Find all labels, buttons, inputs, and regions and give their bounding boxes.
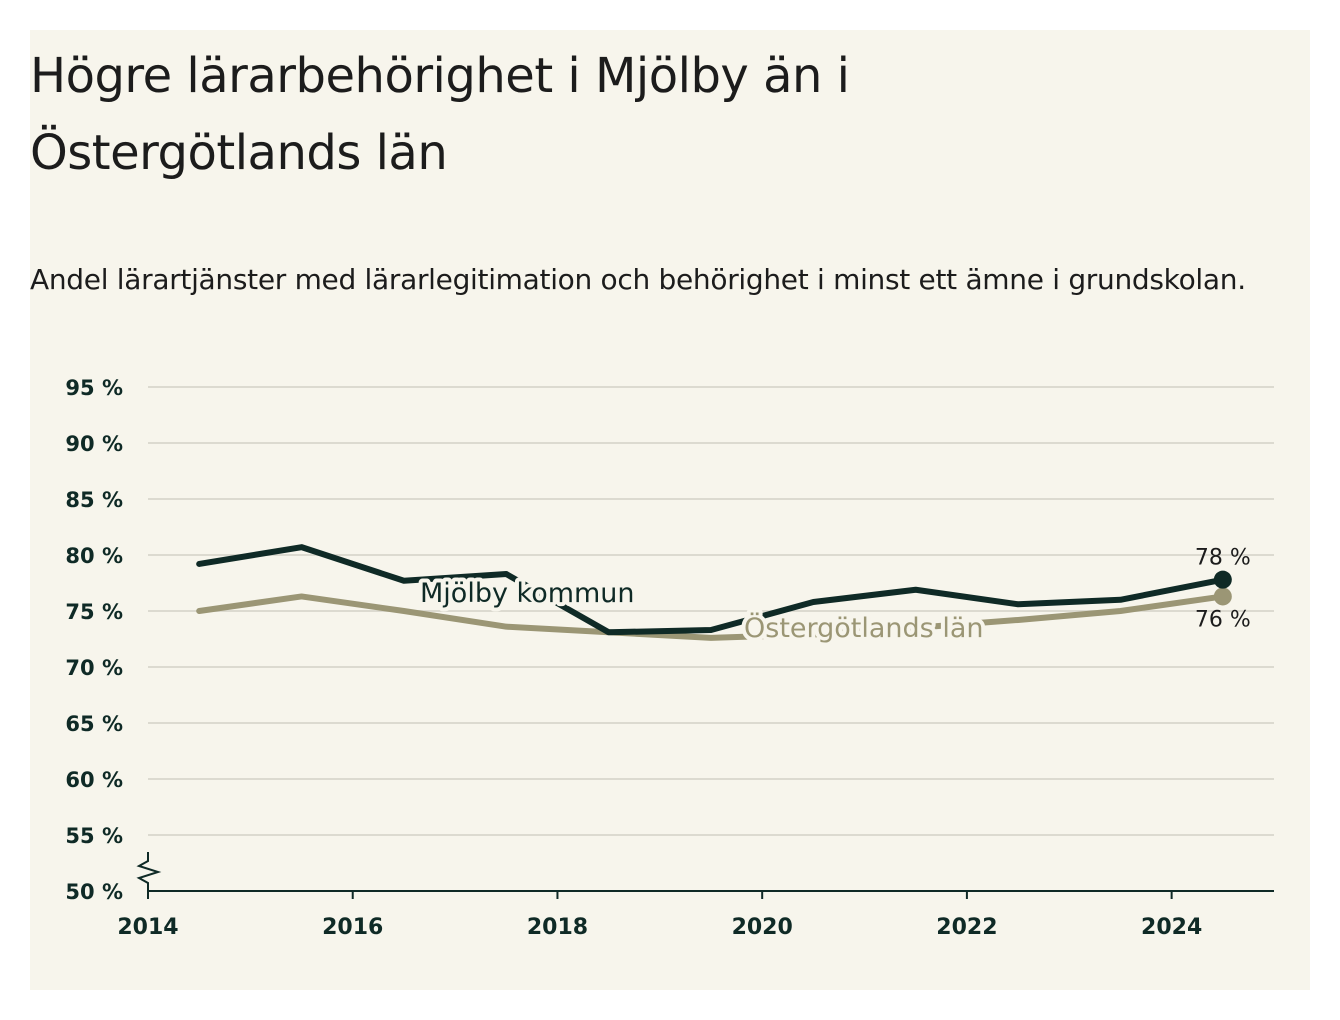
x-tick-label: 2018: [527, 915, 588, 940]
x-tick-label: 2020: [732, 915, 793, 940]
y-tick-label: 80 %: [65, 544, 123, 568]
series-end-marker: [1213, 570, 1232, 589]
y-tick-label: 75 %: [65, 600, 123, 624]
chart-subtitle: Andel lärartjänster med lärarlegitimatio…: [30, 263, 1246, 296]
x-tick-label: 2022: [936, 915, 997, 940]
x-tick-label: 2016: [322, 915, 383, 940]
chart-panel: Högre lärarbehörighet i Mjölby än i Öste…: [30, 30, 1310, 990]
series-label-mjolby: Mjölby kommun: [420, 578, 635, 609]
y-tick-label: 95 %: [65, 376, 123, 400]
y-tick-label: 70 %: [65, 656, 123, 680]
axis-break-icon: [136, 852, 162, 891]
series-end-marker: [1213, 587, 1232, 606]
series-line-ostergotland: [196, 593, 1226, 641]
end-value-label-mjolby: 78 %: [1195, 546, 1251, 571]
series-label-ostergotland: Östergötlands län: [744, 612, 984, 644]
y-tick-label: 65 %: [65, 712, 123, 736]
y-tick-label: 90 %: [65, 432, 123, 456]
y-tick-label: 60 %: [65, 768, 123, 792]
series-line-mjolby: [196, 544, 1226, 636]
y-tick-label: 55 %: [65, 824, 123, 848]
x-tick-label: 2014: [117, 915, 178, 940]
y-tick-label: 50 %: [65, 880, 123, 904]
x-tick-label: 2024: [1141, 915, 1202, 940]
y-tick-label: 85 %: [65, 488, 123, 512]
end-value-label-ostergotland: 76 %: [1195, 607, 1251, 632]
chart-title: Högre lärarbehörighet i Mjölby än i Öste…: [30, 48, 850, 181]
